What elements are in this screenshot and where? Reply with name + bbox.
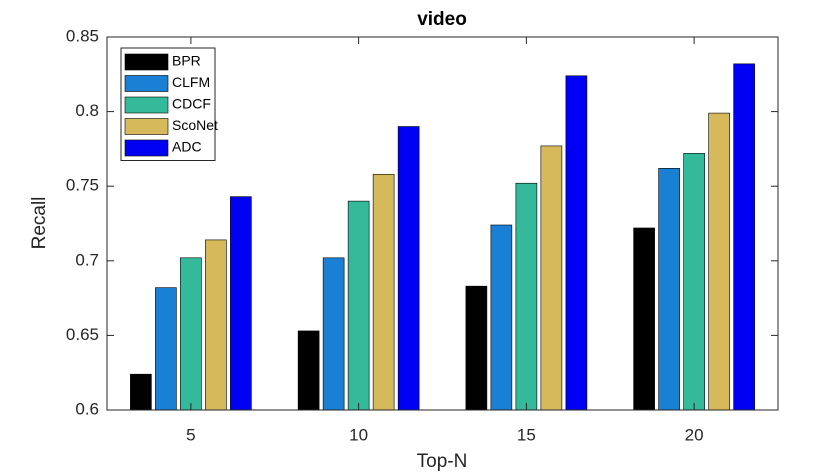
y-tick-label: 0.85 (66, 26, 99, 45)
bar (155, 287, 177, 411)
legend-swatch (124, 96, 169, 114)
legend-swatch (124, 75, 169, 92)
x-tick-label: 5 (186, 425, 195, 444)
x-tick-label: 15 (517, 425, 536, 444)
bar (733, 63, 755, 411)
bar (372, 173, 395, 411)
chart-title: video (417, 9, 467, 30)
y-axis-label: Recall (29, 197, 50, 250)
y-tick-label: 0.6 (75, 399, 99, 418)
legend-label: ADC (172, 139, 202, 155)
bar (565, 75, 588, 411)
bar (347, 200, 370, 411)
x-axis-label: Top-N (417, 451, 468, 472)
bar (658, 167, 680, 411)
y-tick-label: 0.8 (75, 101, 99, 120)
bar (230, 196, 252, 411)
legend: BPR CLFM CDCF ScoNet ADC (120, 47, 218, 161)
bar (633, 227, 655, 411)
bar (515, 182, 538, 411)
bar (490, 224, 513, 411)
legend-swatch (124, 118, 169, 135)
bar (205, 239, 227, 411)
legend-label: ScoNet (172, 117, 218, 133)
legend-label: CLFM (172, 74, 210, 90)
bar (130, 373, 152, 411)
y-tick-label: 0.75 (66, 176, 99, 195)
y-tick-label: 0.7 (75, 250, 99, 269)
x-tick-label: 20 (685, 425, 704, 444)
y-tick-label: 0.65 (66, 325, 99, 344)
bar (397, 126, 420, 411)
legend-label: CDCF (172, 96, 211, 112)
bar (297, 330, 320, 411)
bar (180, 257, 202, 411)
bar (540, 145, 563, 411)
bar (465, 285, 488, 411)
plot-frame (106, 36, 779, 411)
legend-label: BPR (172, 53, 201, 69)
bar (708, 112, 730, 411)
legend-swatch (124, 53, 169, 71)
bar (322, 257, 345, 411)
bar (683, 153, 705, 411)
legend-swatch (124, 139, 169, 157)
x-tick-label: 10 (349, 425, 368, 444)
